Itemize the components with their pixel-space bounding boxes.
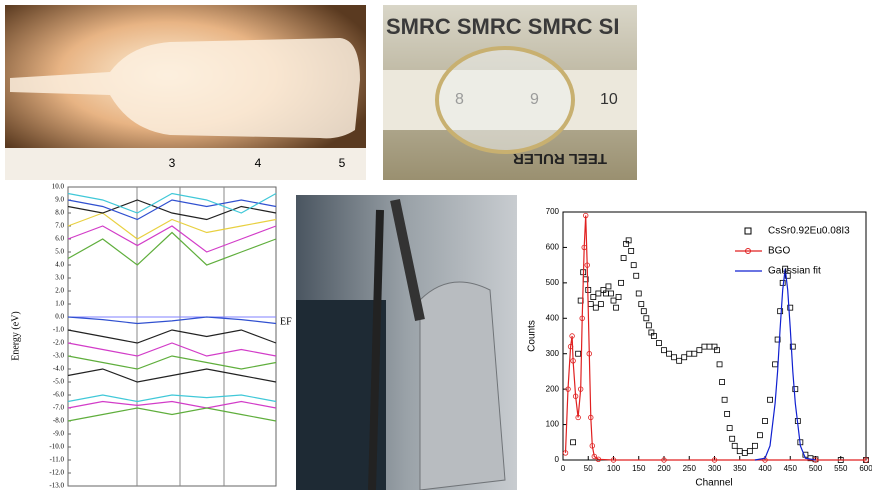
y-tick-label: -13.0 (49, 482, 64, 490)
y-tick-label: -6.0 (53, 391, 65, 399)
photo-equipment (296, 195, 517, 490)
y-tick-label: 400 (546, 313, 560, 322)
y-tick-label: 100 (546, 420, 560, 429)
x-axis-title: Channel (695, 478, 732, 489)
y-axis-title: Counts (527, 320, 538, 352)
y-tick-label: 200 (546, 384, 560, 393)
ruler-number: 10 (600, 91, 618, 108)
x-tick-label: 450 (784, 464, 798, 473)
fermi-label: EF (280, 316, 292, 327)
x-tick-label: 200 (657, 464, 671, 473)
photo-ampoule: 3 4 5 (5, 5, 366, 180)
ruler-text: TEEL RULER (513, 150, 607, 167)
y-tick-label: 0.0 (55, 313, 64, 321)
y-tick-label: 5.0 (55, 248, 64, 256)
collage: 3 4 5 SMRC SMRC SMRC SI 8 9 10 TEEL RULE… (0, 0, 872, 490)
y-tick-label: 8.0 (55, 209, 64, 217)
y-tick-label: -12.0 (49, 469, 64, 477)
y-tick-label: 9.0 (55, 196, 64, 204)
y-tick-label: 300 (546, 349, 560, 358)
banner-text: SMRC SMRC SMRC SI (386, 14, 619, 39)
y-tick-label: -8.0 (53, 417, 65, 425)
y-tick-label: 10.0 (52, 183, 65, 191)
x-tick-label: 50 (584, 464, 593, 473)
y-tick-label: -10.0 (49, 443, 64, 451)
y-tick-label: 3.0 (55, 274, 64, 282)
y-tick-label: 700 (546, 207, 560, 216)
y-tick-label: -2.0 (53, 339, 65, 347)
y-tick-label: 2.0 (55, 287, 64, 295)
y-tick-label: 4.0 (55, 261, 64, 269)
legend-label: CsSr0.92Eu0.08I3 (768, 226, 850, 237)
y-tick-label: -3.0 (53, 352, 65, 360)
y-tick-label: 500 (546, 278, 560, 287)
y-tick-label: 0 (555, 455, 560, 464)
x-tick-label: 100 (607, 464, 621, 473)
x-tick-label: 150 (632, 464, 646, 473)
x-tick-label: 550 (834, 464, 848, 473)
x-tick-label: 300 (708, 464, 722, 473)
x-tick-label: 400 (758, 464, 772, 473)
y-axis-title: Energy (eV) (10, 311, 21, 361)
y-tick-label: -1.0 (53, 326, 65, 334)
ruler-number: 5 (339, 156, 346, 170)
x-tick-label: 600 (859, 464, 872, 473)
ruler-number: 3 (169, 156, 176, 170)
y-tick-label: -11.0 (50, 456, 65, 464)
legend-label: Gaussian fit (768, 266, 821, 277)
photo-crystal: SMRC SMRC SMRC SI 8 9 10 TEEL RULER (383, 5, 637, 180)
y-tick-label: 7.0 (55, 222, 64, 230)
spectrum-plot: Channel Counts (527, 212, 866, 489)
y-tick-label: -4.0 (53, 365, 65, 373)
y-tick-label: -7.0 (53, 404, 65, 412)
y-tick-label: -9.0 (53, 430, 65, 438)
y-tick-label: 1.0 (55, 300, 64, 308)
x-tick-label: 350 (733, 464, 747, 473)
y-tick-label: -5.0 (53, 378, 65, 386)
legend-label: BGO (768, 246, 790, 257)
y-tick-label: 600 (546, 243, 560, 252)
ruler-number: 4 (255, 156, 262, 170)
page: {"photos": [ {"ruler_numbers": ["3", "4"… (0, 0, 872, 490)
x-tick-label: 500 (809, 464, 823, 473)
x-tick-label: 0 (561, 464, 566, 473)
x-tick-label: 250 (683, 464, 697, 473)
y-tick-label: 6.0 (55, 235, 64, 243)
